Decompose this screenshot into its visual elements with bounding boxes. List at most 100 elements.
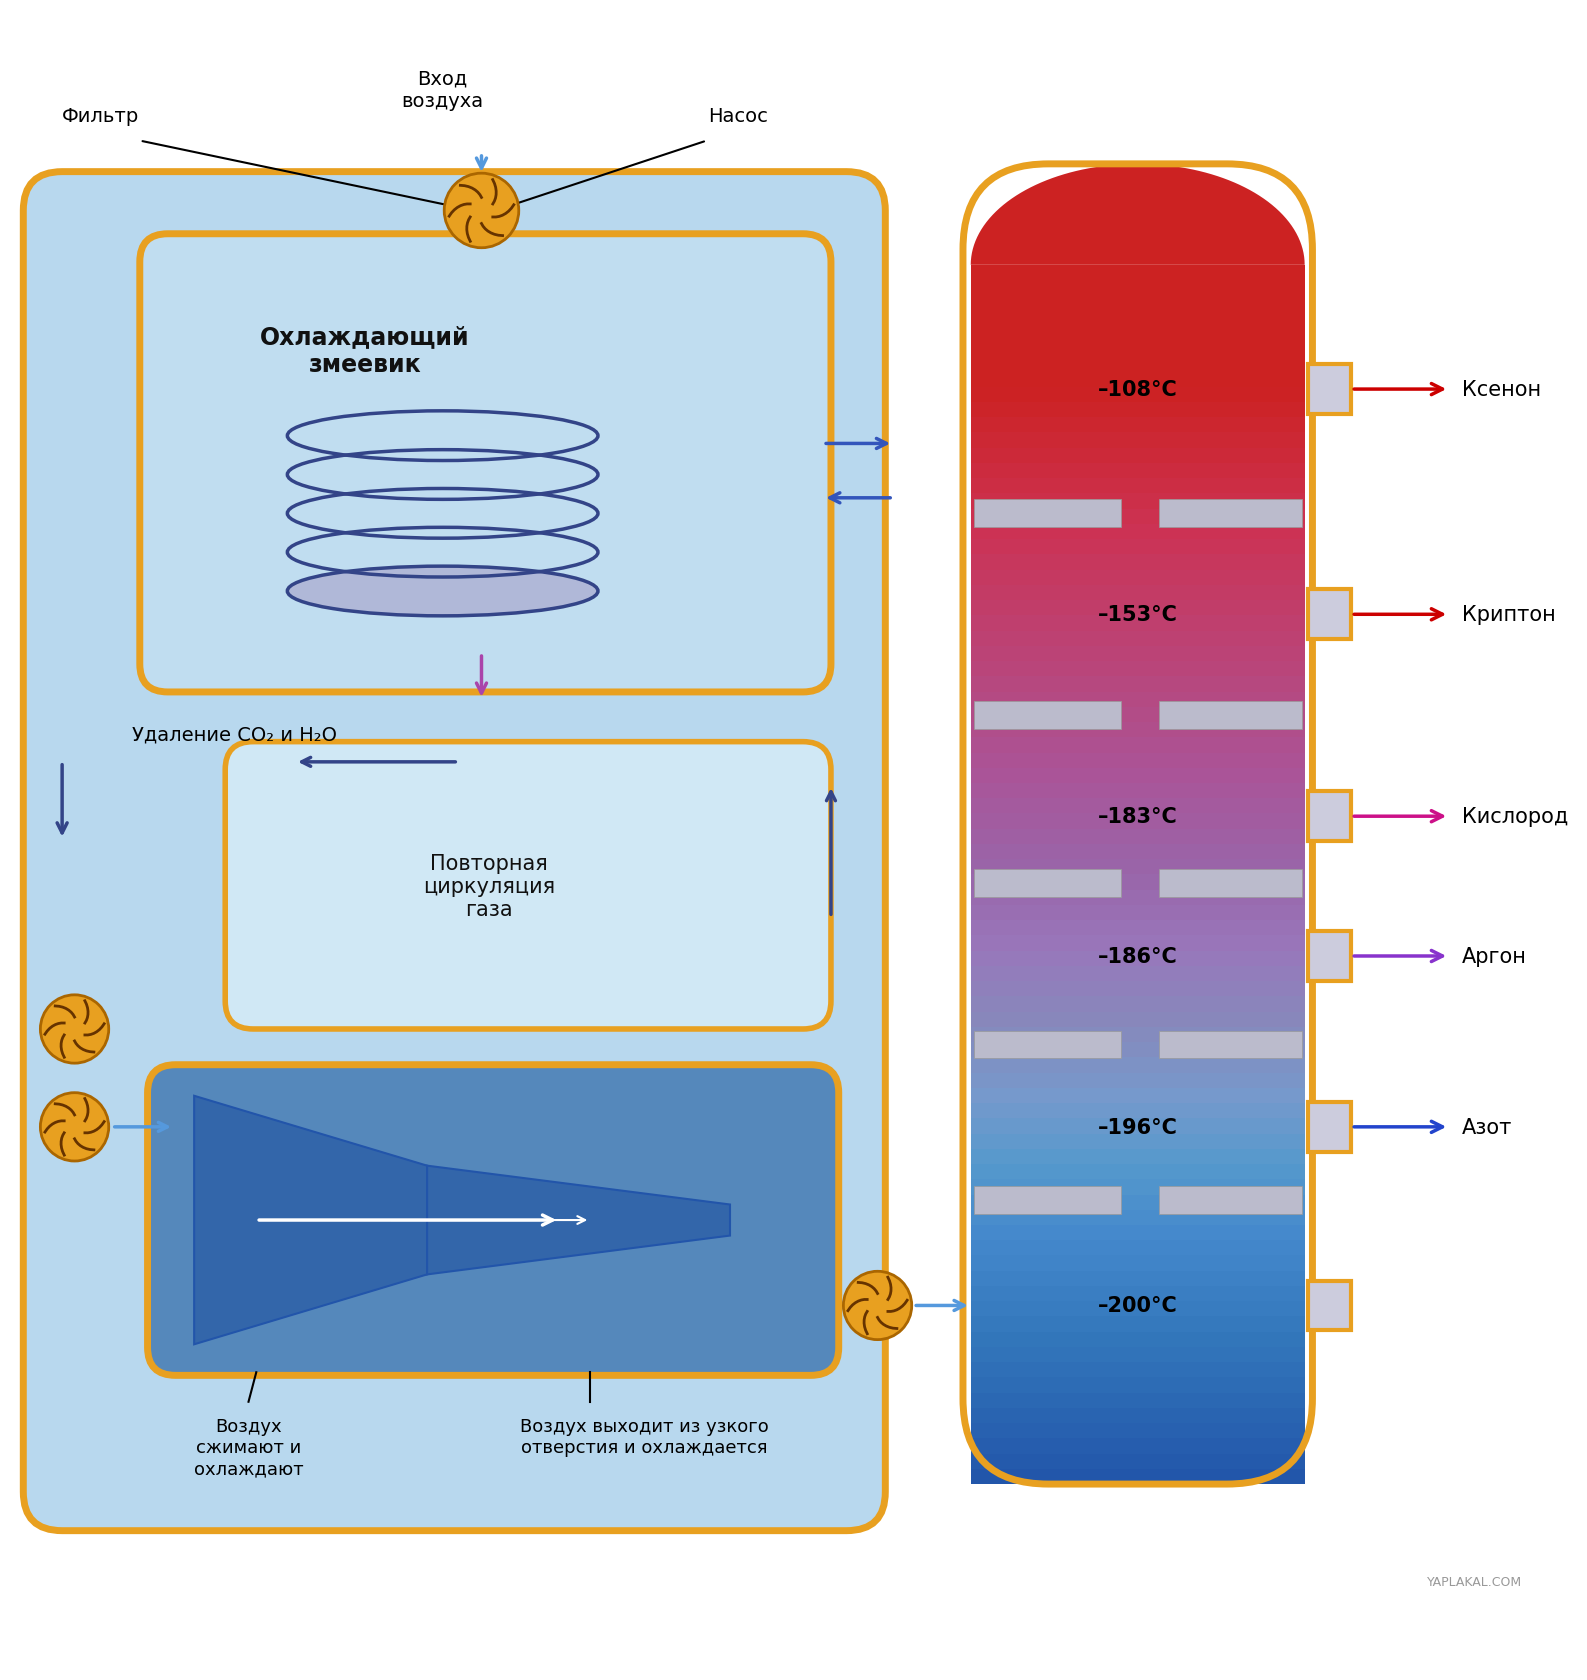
Bar — [971, 1134, 1305, 1149]
FancyBboxPatch shape — [225, 743, 832, 1030]
Text: Охлаждающий
змеевик: Охлаждающий змеевик — [260, 326, 470, 376]
Bar — [971, 753, 1305, 768]
Text: YAPLAKAL.COM: YAPLAKAL.COM — [1427, 1576, 1522, 1588]
Bar — [971, 692, 1305, 707]
Circle shape — [40, 995, 110, 1063]
Bar — [971, 966, 1305, 981]
Bar — [971, 830, 1305, 845]
Bar — [971, 1104, 1305, 1119]
Circle shape — [843, 1272, 911, 1341]
Bar — [971, 296, 1305, 311]
Bar — [971, 722, 1305, 738]
Bar — [971, 418, 1305, 433]
Bar — [971, 1026, 1305, 1043]
Bar — [971, 768, 1305, 783]
Text: –186°C: –186°C — [1098, 946, 1178, 966]
Bar — [974, 1032, 1120, 1058]
Bar — [971, 1378, 1305, 1393]
Bar — [971, 554, 1305, 570]
Text: Воздух
сжимают и
охлаждают: Воздух сжимают и охлаждают — [194, 1418, 303, 1477]
Bar — [971, 1393, 1305, 1408]
Bar — [971, 1255, 1305, 1272]
Bar — [971, 524, 1305, 539]
Bar — [974, 501, 1120, 528]
Bar — [971, 1438, 1305, 1453]
Bar — [971, 707, 1305, 722]
Bar — [971, 1225, 1305, 1240]
Text: Насос: Насос — [708, 108, 768, 126]
Bar — [971, 494, 1305, 509]
Bar — [1159, 1032, 1301, 1058]
Bar — [971, 1272, 1305, 1287]
Bar — [1308, 791, 1351, 842]
Bar — [974, 870, 1120, 897]
Text: Кислород: Кислород — [1462, 806, 1568, 827]
Polygon shape — [427, 1166, 730, 1275]
Bar — [971, 1074, 1305, 1089]
Bar — [1159, 702, 1301, 729]
Bar — [971, 981, 1305, 996]
Bar — [1308, 590, 1351, 640]
Bar — [971, 373, 1305, 388]
Bar — [971, 632, 1305, 647]
Bar — [971, 1423, 1305, 1438]
Bar — [971, 388, 1305, 403]
Bar — [971, 586, 1305, 601]
Text: –108°C: –108°C — [1098, 380, 1178, 400]
Text: Аргон: Аргон — [1462, 946, 1527, 966]
Bar — [971, 875, 1305, 890]
Text: –153°C: –153°C — [1098, 605, 1178, 625]
Bar — [971, 1179, 1305, 1194]
Bar — [971, 403, 1305, 418]
Bar — [1308, 1280, 1351, 1331]
Bar — [971, 1302, 1305, 1317]
Bar — [971, 326, 1305, 341]
Bar — [971, 1317, 1305, 1332]
Bar — [1159, 501, 1301, 528]
Bar — [971, 601, 1305, 617]
Bar — [971, 358, 1305, 373]
Bar — [971, 1347, 1305, 1362]
Bar — [971, 783, 1305, 798]
Text: –196°C: –196°C — [1098, 1117, 1178, 1137]
Bar — [1159, 1186, 1301, 1215]
Bar — [971, 662, 1305, 677]
Bar — [971, 281, 1305, 296]
Bar — [971, 1089, 1305, 1104]
Bar — [971, 815, 1305, 830]
FancyBboxPatch shape — [148, 1065, 838, 1376]
Bar — [971, 509, 1305, 524]
Bar — [971, 1408, 1305, 1423]
Bar — [971, 341, 1305, 358]
Bar — [971, 1011, 1305, 1026]
Bar — [971, 1240, 1305, 1255]
Text: Вход
воздуха: Вход воздуха — [402, 69, 484, 111]
Text: Ксенон: Ксенон — [1462, 380, 1541, 400]
Bar — [971, 1058, 1305, 1074]
Bar — [971, 951, 1305, 966]
Bar — [971, 996, 1305, 1011]
Bar — [971, 906, 1305, 921]
Bar — [974, 702, 1120, 729]
Text: –183°C: –183°C — [1098, 806, 1178, 827]
Bar — [971, 433, 1305, 449]
Bar — [971, 539, 1305, 554]
Bar — [971, 677, 1305, 692]
Bar — [971, 1287, 1305, 1302]
Text: Повторная
циркуляция
газа: Повторная циркуляция газа — [424, 853, 555, 919]
Bar — [971, 738, 1305, 753]
Bar — [971, 617, 1305, 632]
Bar — [971, 860, 1305, 875]
Polygon shape — [971, 165, 1305, 265]
Bar — [971, 921, 1305, 936]
Text: –200°C: –200°C — [1098, 1295, 1178, 1315]
Bar — [971, 1194, 1305, 1210]
FancyBboxPatch shape — [140, 235, 832, 692]
Bar — [1308, 932, 1351, 981]
Text: Фильтр: Фильтр — [62, 108, 140, 126]
Bar — [971, 798, 1305, 815]
Circle shape — [40, 1094, 110, 1161]
FancyBboxPatch shape — [24, 173, 886, 1530]
Bar — [1308, 365, 1351, 415]
Bar — [971, 845, 1305, 860]
